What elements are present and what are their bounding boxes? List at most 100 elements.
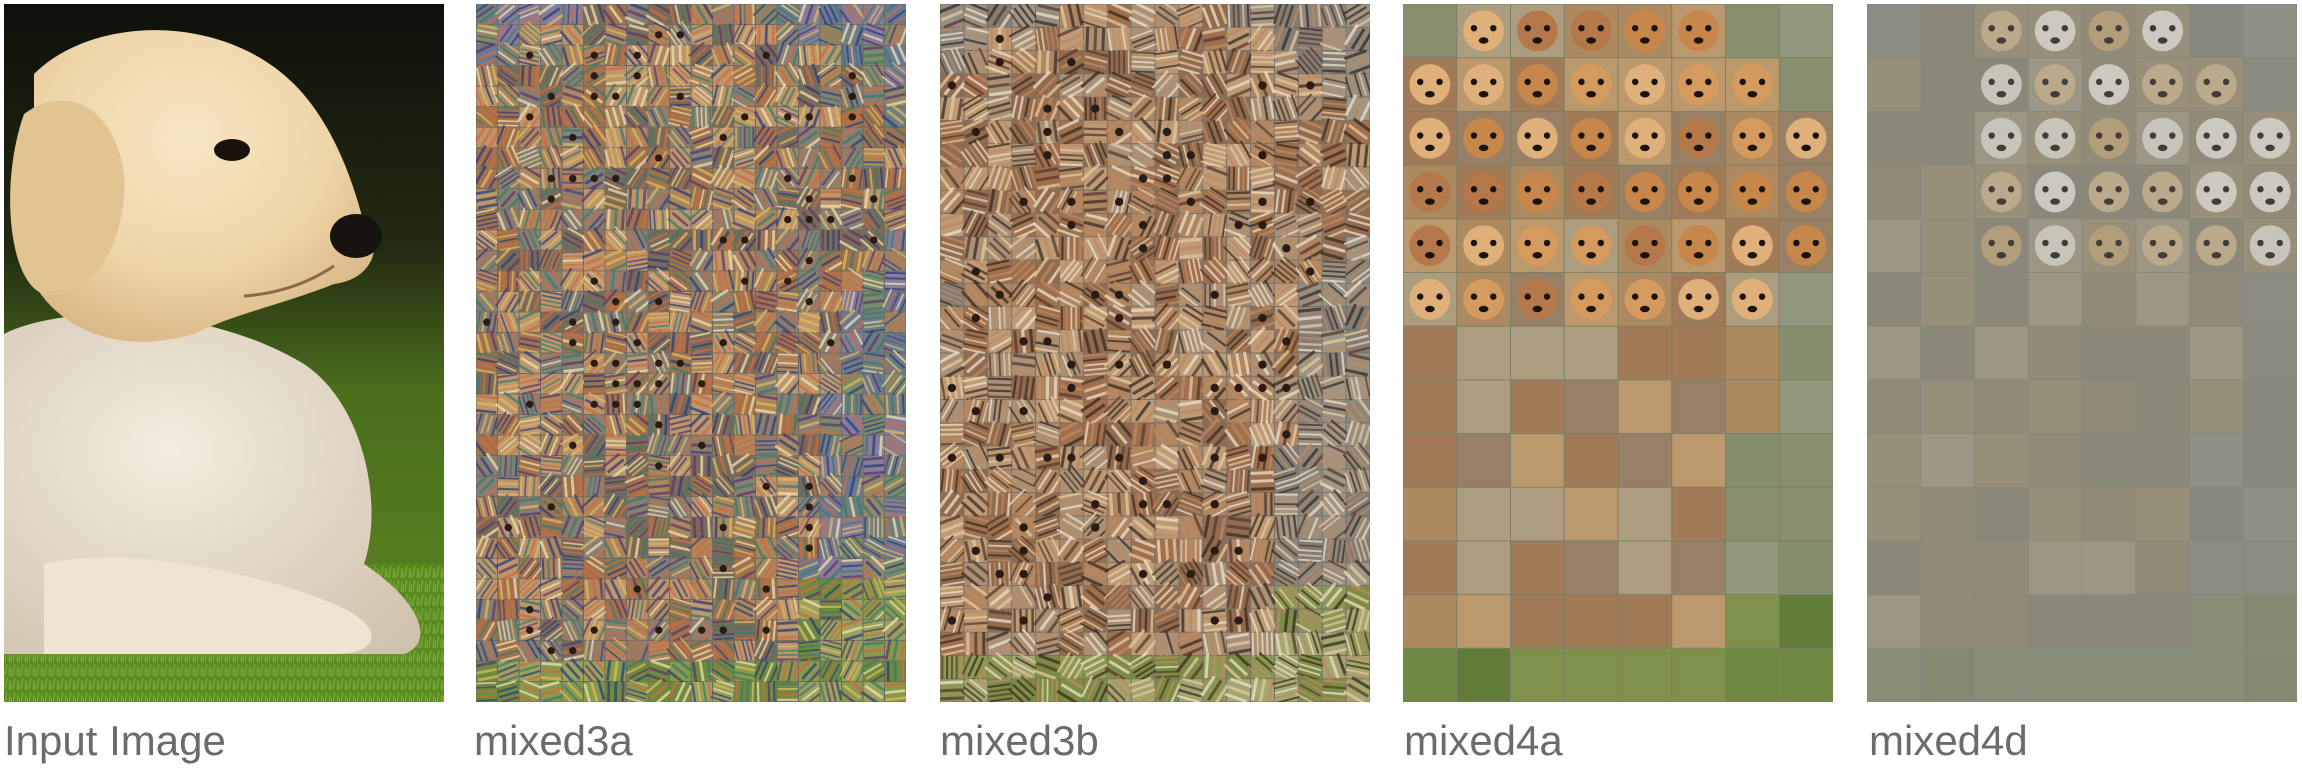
- activation-cell: [495, 680, 521, 702]
- activation-cell: [1344, 654, 1370, 680]
- activation-cell: [984, 232, 1016, 264]
- activation-cell: [961, 47, 990, 77]
- activation-cell: [1104, 629, 1135, 659]
- activation-cell: [775, 145, 800, 171]
- activation-cell: [1511, 541, 1564, 595]
- activation-cell: [1153, 234, 1181, 263]
- activation-cell: [986, 678, 1013, 702]
- activation-cell: [559, 575, 587, 603]
- activation-cell: [1346, 142, 1370, 168]
- activation-cell: [494, 4, 522, 28]
- activation-cell: [1343, 676, 1370, 702]
- activation-cell: [1008, 512, 1039, 543]
- activation-cell: [1032, 210, 1063, 240]
- activation-cell: [881, 247, 906, 275]
- activation-cell: [1320, 4, 1348, 31]
- activation-cell: [2190, 111, 2243, 165]
- activation-cell: [1672, 648, 1725, 702]
- activation-cell: [753, 185, 780, 213]
- activation-cell: [1779, 58, 1833, 111]
- activation-cell: [1128, 117, 1158, 147]
- activation-cell: [713, 577, 734, 601]
- activation-cell: [734, 127, 755, 148]
- activation-cell: [1295, 140, 1326, 170]
- activation-cell: [1322, 51, 1347, 74]
- activation-cell: [604, 43, 627, 68]
- activation-cell: [733, 576, 756, 602]
- activation-cell: [1154, 25, 1180, 52]
- activation-cell: [1248, 211, 1277, 239]
- activation-cell: [1127, 652, 1159, 683]
- activation-cell: [753, 350, 779, 377]
- activation-cell: [540, 661, 563, 681]
- activation-cell: [732, 310, 758, 335]
- activation-cell: [667, 575, 694, 603]
- activation-cell: [582, 4, 606, 27]
- activation-cell: [580, 83, 608, 110]
- activation-cell: [1321, 652, 1348, 682]
- activation-cell: [1247, 326, 1278, 357]
- activation-cell: [645, 370, 673, 398]
- activation-cell: [774, 62, 801, 90]
- activation-cell: [1294, 93, 1326, 125]
- activation-cell: [960, 70, 992, 101]
- activation-cell: [1129, 444, 1157, 471]
- activation-cell: [605, 208, 626, 231]
- activation-cell: [688, 125, 715, 150]
- activation-cell: [1319, 443, 1350, 472]
- activation-cell: [710, 42, 736, 69]
- activation-cell: [495, 288, 522, 316]
- activation-cell: [960, 139, 992, 171]
- activation-cell: [819, 310, 842, 334]
- activation-cell: [731, 433, 758, 458]
- activation-cell: [1726, 4, 1779, 58]
- activation-cell: [1226, 584, 1251, 611]
- activation-cell: [1779, 165, 1833, 219]
- activation-cell: [1199, 256, 1231, 287]
- activation-cell: [603, 535, 628, 561]
- activation-cell: [1403, 648, 1457, 702]
- activation-cell: [840, 22, 864, 48]
- activation-cell: [1319, 582, 1349, 613]
- activation-cell: [984, 651, 1016, 683]
- activation-cell: [1921, 434, 1974, 487]
- activation-cell: [516, 165, 543, 192]
- activation-cell: [1273, 4, 1300, 30]
- activation-cell: [988, 352, 1012, 377]
- activation-cell: [1779, 541, 1833, 595]
- activation-cell: [1131, 491, 1155, 518]
- activation-cell: [495, 639, 521, 663]
- activation-cell: [648, 126, 669, 149]
- activation-cell: [1248, 582, 1277, 612]
- activation-cell: [1176, 652, 1206, 683]
- activation-cell: [1103, 581, 1135, 613]
- activation-cell: [2028, 58, 2082, 111]
- activation-cell: [495, 309, 521, 336]
- activation-cell: [648, 393, 669, 416]
- activation-cell: [1726, 219, 1779, 272]
- activation-cell: [1779, 219, 1833, 272]
- activation-cell: [495, 185, 522, 213]
- activation-cell: [753, 658, 779, 685]
- activation-cell: [537, 616, 566, 644]
- activation-cell: [712, 269, 735, 294]
- activation-cell: [476, 4, 501, 28]
- activation-cell: [518, 413, 542, 436]
- activation-cell: [839, 432, 866, 459]
- activation-cell: [1107, 50, 1131, 74]
- activation-cell: [709, 62, 737, 90]
- activation-cell: [796, 288, 823, 316]
- activation-cell: [1223, 372, 1254, 403]
- activation-cell: [961, 652, 990, 682]
- activation-cell: [1975, 326, 2028, 380]
- activation-cell: [1153, 675, 1181, 702]
- activation-cell: [2082, 326, 2136, 380]
- activation-cell: [1128, 24, 1158, 53]
- activation-cell: [688, 472, 716, 500]
- activation-cell: [862, 311, 886, 333]
- activation-cell: [1867, 541, 1921, 595]
- activation-cell: [1344, 466, 1370, 496]
- activation-cell: [1975, 219, 2028, 272]
- activation-cell: [754, 290, 779, 313]
- activation-cell: [984, 279, 1015, 310]
